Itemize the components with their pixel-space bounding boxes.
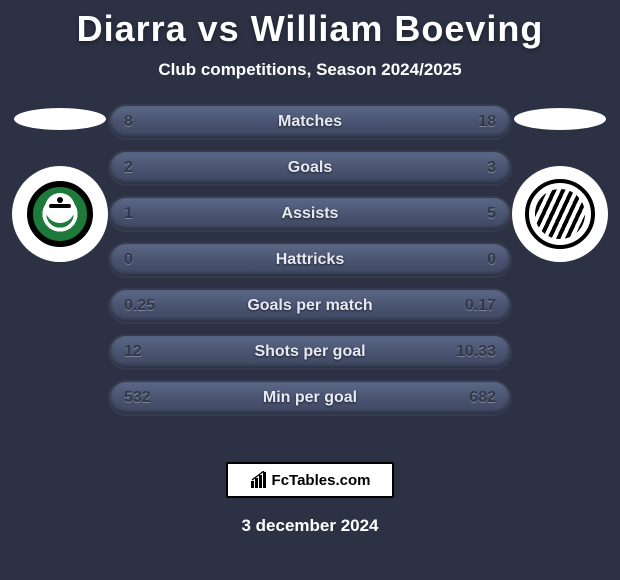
- stat-left-value: 12: [124, 343, 174, 361]
- brand-text: FcTables.com: [272, 472, 371, 489]
- player-right-column: [500, 106, 620, 262]
- stat-row-shots-per-goal: 12 Shots per goal 10.33: [110, 336, 510, 368]
- country-flag-right: [514, 108, 606, 130]
- stat-row-hattricks: 0 Hattricks 0: [110, 244, 510, 276]
- stat-left-value: 2: [124, 159, 174, 177]
- stat-right-value: 10.33: [446, 343, 496, 361]
- stat-row-assists: 1 Assists 5: [110, 198, 510, 230]
- stat-row-min-per-goal: 532 Min per goal 682: [110, 382, 510, 414]
- stats-list: 8 Matches 18 2 Goals 3 1 Assists 5 0 Hat…: [110, 106, 510, 414]
- stat-left-value: 1: [124, 205, 174, 223]
- stat-row-goals: 2 Goals 3: [110, 152, 510, 184]
- stat-right-value: 0.17: [446, 297, 496, 315]
- club-badge-left: [12, 166, 108, 262]
- country-flag-left: [14, 108, 106, 130]
- stat-left-value: 8: [124, 113, 174, 131]
- stat-right-value: 18: [446, 113, 496, 131]
- club-badge-right: [512, 166, 608, 262]
- footer-date: 3 december 2024: [0, 516, 620, 536]
- stat-row-matches: 8 Matches 18: [110, 106, 510, 138]
- chart-icon: [250, 471, 268, 489]
- page-title: Diarra vs William Boeving: [0, 0, 620, 50]
- stat-right-value: 0: [446, 251, 496, 269]
- stat-right-value: 3: [446, 159, 496, 177]
- stat-left-value: 0.25: [124, 297, 174, 315]
- stat-left-value: 532: [124, 389, 174, 407]
- stat-right-value: 682: [446, 389, 496, 407]
- stat-left-value: 0: [124, 251, 174, 269]
- brand-badge[interactable]: FcTables.com: [226, 462, 394, 498]
- stat-row-goals-per-match: 0.25 Goals per match 0.17: [110, 290, 510, 322]
- page-subtitle: Club competitions, Season 2024/2025: [0, 60, 620, 80]
- comparison-content: 8 Matches 18 2 Goals 3 1 Assists 5 0 Hat…: [0, 106, 620, 436]
- player-left-column: [0, 106, 120, 262]
- stat-right-value: 5: [446, 205, 496, 223]
